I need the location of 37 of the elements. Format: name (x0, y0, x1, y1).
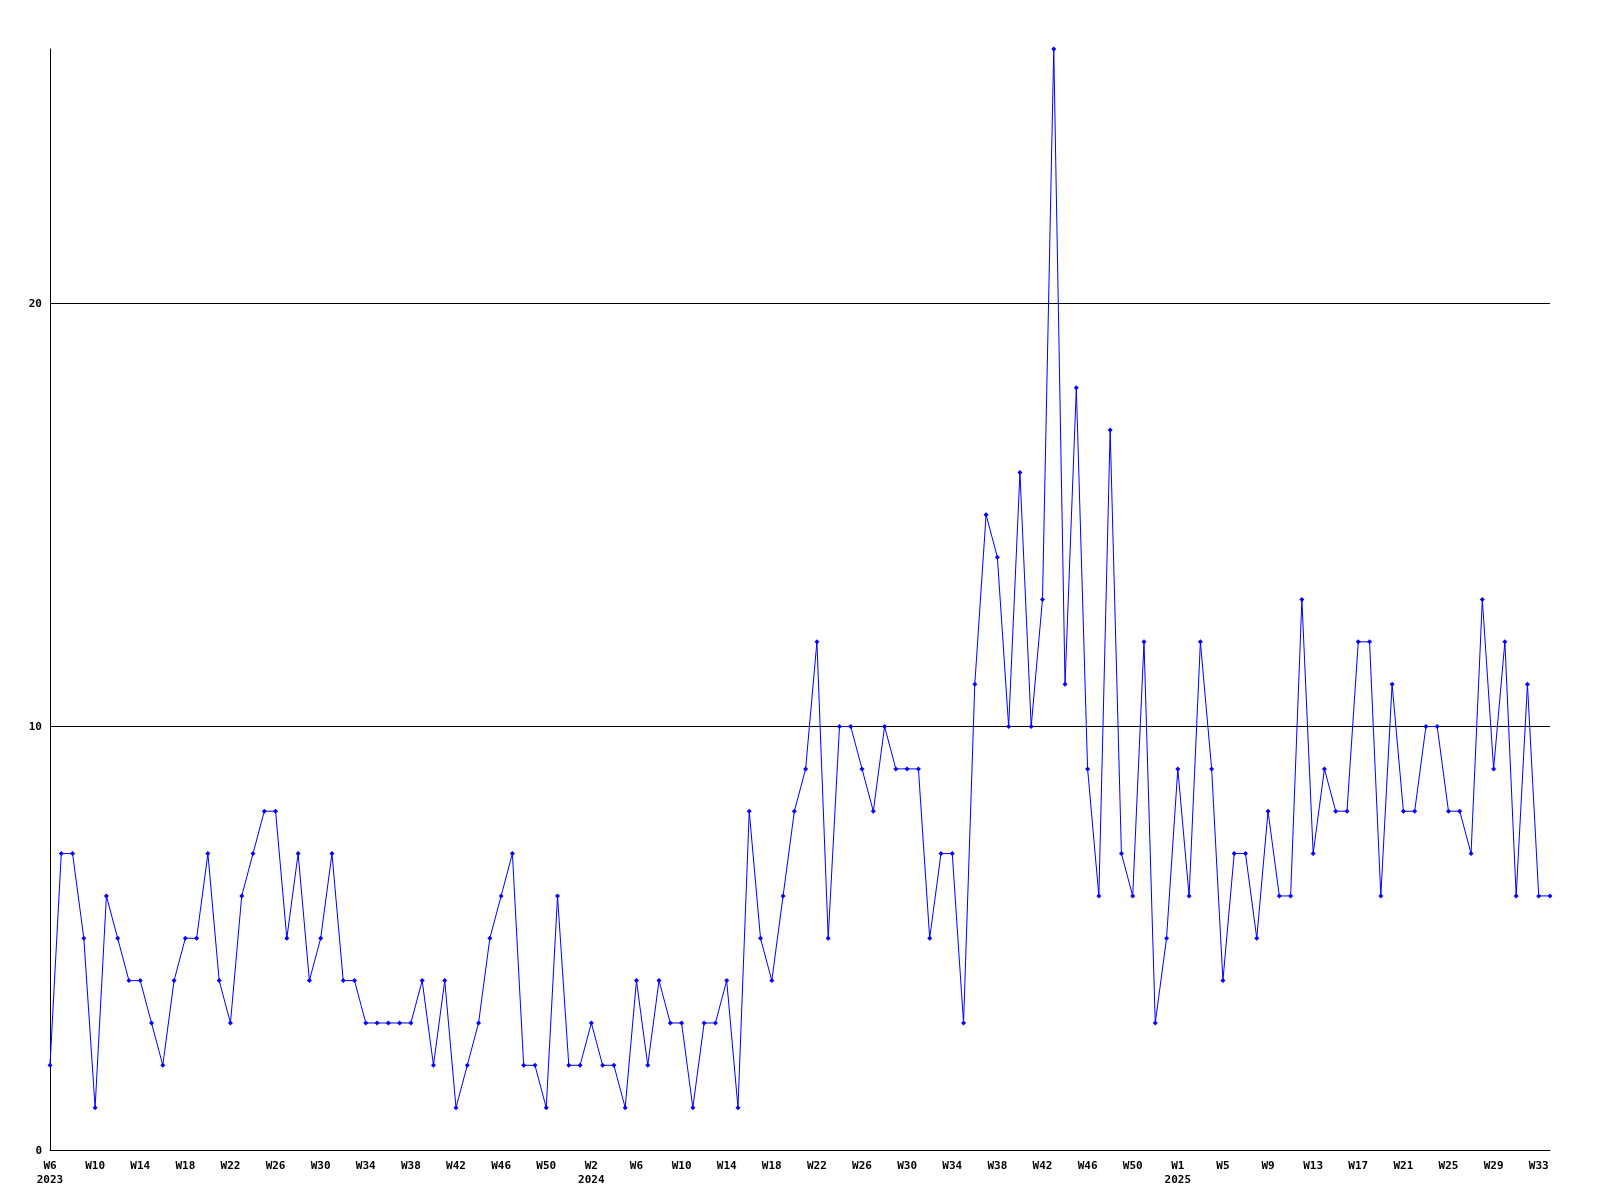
x-tick-label: W46 (1077, 1158, 1098, 1172)
x-tick-label: W34 (355, 1158, 377, 1172)
x-tick-label: W18 (175, 1158, 196, 1172)
x-tick-label: W34 (942, 1158, 963, 1172)
y-tick-label: 0 (35, 1143, 42, 1157)
x-tick-label: W13 (1303, 1158, 1324, 1172)
x-tick-label: W10 (671, 1158, 692, 1172)
x-tick-label: W17 (1348, 1158, 1369, 1172)
x-tick-label: W26 (265, 1158, 286, 1172)
x-tick-label: W33 (1528, 1158, 1549, 1172)
x-tick-label: W46 (491, 1158, 512, 1172)
x-tick-label: W18 (761, 1158, 782, 1172)
x-tick-label: W50 (536, 1158, 557, 1172)
x-tick-label: W5 (1216, 1158, 1230, 1172)
x-tick-label: W14 (130, 1158, 151, 1172)
x-tick-label: W2 2024 (578, 1158, 605, 1186)
x-tick-label: W6 (629, 1158, 644, 1172)
x-tick-label: W38 (987, 1158, 1008, 1172)
x-tick-label: W30 (310, 1158, 331, 1172)
y-tick-label: 20 (28, 296, 42, 310)
x-tick-label: W1 2025 (1164, 1158, 1192, 1186)
x-tick-label: W22 (806, 1158, 827, 1172)
x-tick-label: W42 (1032, 1158, 1053, 1172)
x-tick-label: W50 (1122, 1158, 1143, 1172)
x-tick-label: W25 (1438, 1158, 1459, 1172)
x-tick-label: W22 (220, 1158, 241, 1172)
x-tick-label: W26 (852, 1158, 873, 1172)
x-tick-label: W9 (1261, 1158, 1275, 1172)
x-tick-label: W6 2023 (36, 1158, 64, 1186)
x-tick-label: W42 (446, 1158, 466, 1172)
x-tick-label: W30 (897, 1158, 918, 1172)
y-tick-label: 10 (28, 720, 42, 734)
x-tick-label: W21 (1393, 1158, 1414, 1172)
x-tick-label: W38 (400, 1158, 421, 1172)
x-tick-label: W29 (1483, 1158, 1504, 1172)
x-tick-label: W14 (716, 1158, 737, 1172)
x-tick-label: W10 (85, 1158, 106, 1172)
